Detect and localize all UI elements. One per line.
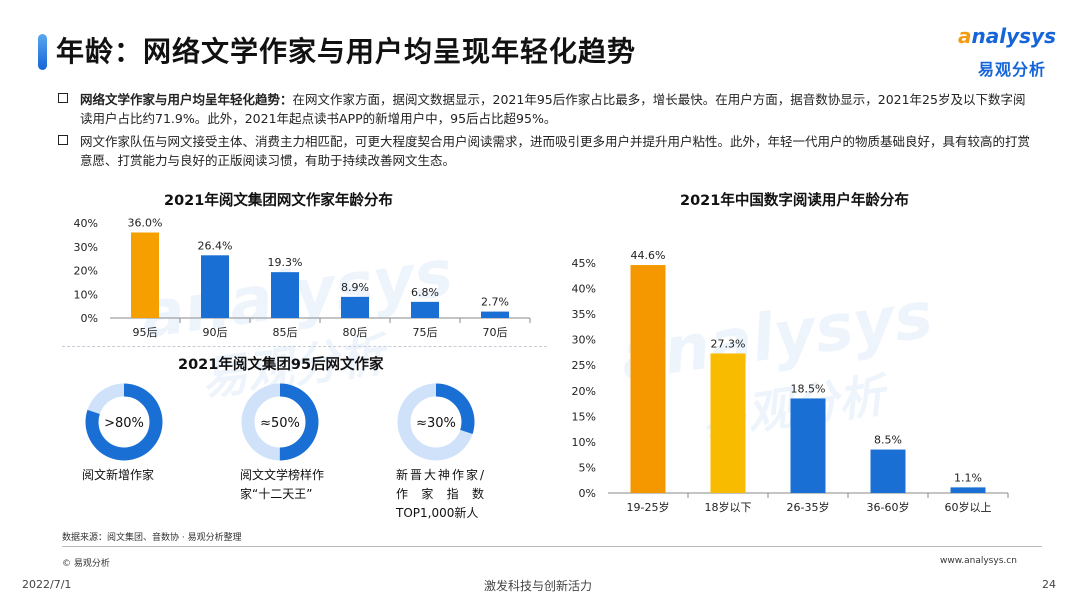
bar [710, 353, 746, 493]
bar [630, 265, 666, 493]
donut-label-new-authors: 阅文新增作家 [82, 468, 155, 482]
bar [201, 255, 229, 318]
donut-segment [397, 383, 475, 461]
y-tick-label: 20% [572, 385, 596, 398]
x-tick-label: 36-60岁 [867, 500, 910, 514]
donut-segment [85, 383, 163, 461]
donut-chart: >80% [85, 383, 163, 461]
donut-top-twelve: ≈50% [240, 382, 320, 466]
donut-label-new-stars: 新晋大神作家/作家指数TOP1,000新人 [396, 468, 484, 520]
donut-center-value: >80% [104, 416, 144, 431]
donut-new-authors: >80% [84, 382, 164, 466]
x-tick-label: 90后 [203, 326, 228, 339]
y-tick-label: 30% [74, 241, 98, 254]
donut-segment [241, 383, 319, 461]
y-tick-label: 25% [572, 359, 596, 372]
donut-center-value: ≈30% [416, 416, 456, 431]
bar [271, 272, 299, 318]
bar [341, 296, 369, 318]
bar [411, 301, 439, 318]
bar-value-label: 19.3% [268, 256, 303, 269]
y-tick-label: 45% [572, 257, 596, 270]
x-tick-label: 19-25岁 [627, 500, 670, 514]
checkbox-icon [58, 93, 68, 103]
donut-center-value: ≈50% [260, 416, 300, 431]
bar [481, 311, 509, 318]
chart-title-reader-age: 2021年中国数字阅读用户年龄分布 [680, 193, 909, 209]
data-source: 数据来源：阅文集团、音数协 · 易观分析整理 [62, 533, 242, 543]
bar [870, 449, 906, 493]
y-tick-label: 5% [579, 461, 596, 474]
bar-value-label: 8.5% [874, 434, 902, 447]
y-tick-label: 40% [572, 283, 596, 296]
bar-value-label: 8.9% [341, 281, 369, 294]
chart-title-95-authors: 2021年阅文集团95后网文作家 [178, 357, 384, 373]
donut-chart: ≈50% [241, 383, 319, 461]
page-title: 年龄：网络文学作家与用户均呈现年轻化趋势 [56, 35, 637, 68]
x-tick-label: 70后 [483, 326, 508, 339]
x-tick-label: 26-35岁 [787, 500, 830, 514]
y-tick-label: 35% [572, 308, 596, 321]
bullet-point-2: 网文作家队伍与网文接受主体、消费主力相匹配，可更大程度契合用户阅读需求，进而吸引… [58, 132, 1033, 170]
bar-value-label: 44.6% [631, 249, 666, 262]
section-divider [62, 346, 547, 347]
bar-value-label: 2.7% [481, 296, 509, 309]
checkbox-icon [58, 135, 68, 145]
bar [131, 232, 159, 318]
bar-value-label: 27.3% [711, 337, 746, 350]
y-tick-label: 30% [572, 334, 596, 347]
y-tick-label: 10% [572, 436, 596, 449]
copyright: © 易观分析 [62, 559, 110, 569]
analysys-logo: analysys 易观分析 [958, 24, 1058, 80]
website-url: www.analysys.cn [940, 556, 1017, 566]
bar-value-label: 36.0% [128, 217, 163, 230]
bar-value-label: 18.5% [791, 382, 826, 395]
bar-value-label: 26.4% [198, 239, 233, 252]
title-accent-bar [38, 34, 47, 70]
page-number: 24 [1042, 578, 1056, 591]
bar-value-label: 1.1% [954, 471, 982, 484]
x-tick-label: 75后 [413, 326, 438, 339]
reader-age-bar-chart: 0% 5% 10% 15% 20% 25% 30% 35% 40% 45% 44.6% 19-25岁 2… [572, 249, 1009, 514]
footer-divider [62, 546, 1042, 547]
logo-wordmark: analysys [958, 24, 1056, 48]
donut-new-stars: ≈30% [396, 382, 476, 466]
y-tick-label: 10% [74, 288, 98, 301]
y-tick-label: 15% [572, 410, 596, 423]
y-tick-label: 0% [81, 312, 98, 325]
x-tick-label: 60岁以上 [945, 500, 992, 514]
bullet-point-1: 网络文学作家与用户均呈年轻化趋势：在网文作家方面，据阅文数据显示，2021年95… [58, 90, 1033, 128]
x-tick-label: 18岁以下 [705, 500, 752, 514]
y-tick-label: 20% [74, 265, 98, 278]
logo-chinese: 易观分析 [978, 60, 1047, 79]
donut-chart: ≈30% [397, 383, 475, 461]
bar [790, 398, 826, 493]
bar [950, 487, 986, 493]
y-tick-label: 40% [74, 217, 98, 230]
donut-label-top-twelve: 阅文文学榜样作家“十二天王” [240, 468, 325, 501]
x-tick-label: 85后 [273, 326, 298, 339]
slogan: 激发科技与创新活力 [484, 579, 593, 593]
x-tick-label: 95后 [133, 326, 158, 339]
x-tick-label: 80后 [343, 326, 368, 339]
bar-value-label: 6.8% [411, 286, 439, 299]
chart-title-author-age: 2021年阅文集团网文作家年龄分布 [164, 193, 393, 209]
y-tick-label: 0% [579, 487, 596, 500]
author-age-bar-chart: 0% 10% 20% 30% 40% 36.0% 95后 26.4% 90后 19.3% 85后 8.… [74, 217, 531, 339]
report-date: 2022/7/1 [22, 578, 72, 591]
